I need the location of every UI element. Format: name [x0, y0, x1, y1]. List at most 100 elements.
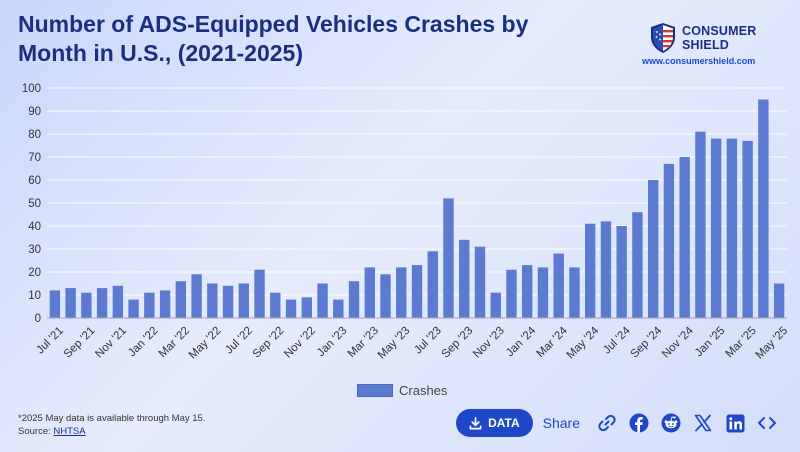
share-label: Share — [542, 415, 580, 431]
bar[interactable]: Jul '23: 29 — [427, 251, 438, 318]
bar[interactable]: Sep '22: 11 — [270, 292, 281, 318]
bar[interactable]: Apr '23: 19 — [380, 274, 391, 318]
bar[interactable]: Dec '23: 21 — [506, 269, 517, 318]
bar[interactable]: Sep '23: 34 — [459, 239, 470, 318]
bar[interactable]: Feb '22: 12 — [159, 290, 171, 318]
x-tick-label: May '22 — [187, 325, 224, 362]
bar[interactable]: Jun '24: 42 — [600, 221, 612, 318]
linkedin-share-button[interactable] — [722, 410, 748, 436]
bar[interactable]: Dec '24: 81 — [695, 131, 706, 318]
bar[interactable]: Aug '21: 13 — [65, 288, 76, 318]
bar[interactable]: Nov '24: 70 — [679, 157, 690, 318]
x-tick-label: Sep '21 — [62, 325, 98, 361]
x-tick-label: Mar '24 — [535, 324, 571, 360]
bar[interactable]: Jan '22: 11 — [144, 292, 155, 318]
bar[interactable]: Dec '22: 15 — [317, 283, 328, 319]
linkedin-icon — [726, 414, 744, 432]
bar[interactable]: May '23: 22 — [396, 267, 407, 318]
x-tick-label: Nov '23 — [471, 325, 507, 361]
y-tick-label: 40 — [28, 221, 41, 233]
bar[interactable]: Apr '24: 22 — [569, 267, 580, 318]
bar-chart: 0 10 20 30 40 50 60 70 80 90 100 Jul '21: 12 Aug '21… — [22, 83, 791, 362]
bar[interactable]: May '25: 15 — [773, 283, 785, 319]
brand-name-line2: SHIELD — [682, 38, 730, 52]
bar[interactable]: Jul '21: 12 — [49, 290, 61, 318]
source-link[interactable]: NHTSA — [53, 426, 86, 437]
x-tick-label: May '24 — [565, 324, 602, 361]
brand-logo[interactable]: CONSUMER SHIELD www.consumershield.com — [642, 20, 780, 70]
bar[interactable]: Oct '23: 31 — [474, 246, 486, 318]
legend-swatch — [357, 384, 393, 397]
y-tick-label: 20 — [28, 267, 41, 279]
x-tick-label: Jan '22 — [126, 325, 160, 359]
footnote: *2025 May data is available through May … — [18, 412, 205, 438]
source-prefix: Source: — [18, 426, 54, 437]
code-embed-icon — [758, 417, 776, 429]
bar[interactable]: Apr '25: 95 — [758, 99, 769, 319]
bar[interactable]: Apr '22: 19 — [191, 274, 202, 318]
x-tick-label: Sep '22 — [251, 325, 287, 361]
brand-url[interactable]: www.consumershield.com — [642, 56, 756, 66]
x-tick-label: May '23 — [376, 325, 413, 362]
x-share-button[interactable] — [690, 410, 716, 436]
y-tick-label: 10 — [28, 290, 41, 302]
bar[interactable]: Mar '22: 16 — [175, 281, 187, 318]
bar[interactable]: Mar '23: 22 — [364, 267, 375, 318]
x-tick-label: May '25 — [754, 325, 791, 362]
bar[interactable]: Oct '22: 8 — [285, 299, 297, 318]
y-tick-label: 100 — [22, 83, 41, 95]
x-tick-label: Jan '23 — [315, 325, 349, 359]
bar[interactable]: Jun '23: 23 — [411, 265, 423, 318]
data-button[interactable]: DATA — [456, 409, 533, 437]
chart-title: Number of ADS-Equipped Vehicles Crashes … — [18, 11, 529, 66]
bar[interactable]: Aug '24: 46 — [632, 212, 643, 318]
bar[interactable]: Oct '21: 13 — [96, 288, 108, 318]
footnote-note: *2025 May data is available through May … — [18, 413, 206, 424]
bar[interactable]: Aug '23: 52 — [443, 198, 454, 318]
y-tick-label: 90 — [28, 106, 41, 118]
reddit-share-button[interactable] — [658, 410, 684, 436]
embed-code-button[interactable] — [754, 410, 780, 436]
bar[interactable]: Dec '21: 8 — [128, 299, 139, 318]
bar[interactable]: Mar '25: 77 — [742, 140, 753, 318]
shield-flag-icon — [651, 23, 675, 53]
bar[interactable]: Jun '22: 14 — [222, 285, 234, 318]
data-button-label: DATA — [488, 416, 520, 430]
x-tick-label: Nov '24 — [660, 324, 696, 360]
bar[interactable]: Jul '24: 40 — [616, 226, 627, 318]
bar[interactable]: Jan '25: 78 — [710, 138, 722, 318]
bar[interactable]: Mar '24: 28 — [553, 253, 564, 318]
bar[interactable]: Jan '24: 23 — [522, 265, 533, 318]
legend-label: Crashes — [399, 383, 448, 398]
bar[interactable]: Sep '24: 60 — [647, 180, 659, 318]
x-tick-label: Nov '22 — [282, 325, 318, 361]
facebook-share-button[interactable] — [626, 410, 652, 436]
bar[interactable]: Jul '22: 15 — [238, 283, 250, 319]
bar[interactable]: Oct '24: 67 — [663, 163, 675, 318]
bar[interactable]: Jan '23: 8 — [333, 299, 344, 318]
bar[interactable]: Nov '21: 14 — [112, 285, 124, 318]
link-share-button[interactable] — [594, 410, 620, 436]
bar[interactable]: Nov '22: 9 — [301, 297, 312, 318]
reddit-icon — [661, 413, 681, 433]
x-tick-label: Jan '25 — [693, 325, 727, 359]
x-tick-label: Mar '23 — [346, 325, 381, 360]
bar[interactable]: Sep '21: 11 — [81, 292, 92, 318]
bar[interactable]: Feb '23: 16 — [348, 281, 360, 318]
x-tick-label: Sep '23 — [440, 325, 476, 361]
download-icon — [469, 416, 482, 429]
y-tick-label: 60 — [28, 175, 41, 187]
bar[interactable]: May '22: 15 — [207, 283, 218, 319]
bar[interactable]: Feb '24: 22 — [537, 267, 549, 318]
bar[interactable]: Aug '22: 21 — [254, 269, 265, 318]
x-tick-label: Sep '24 — [629, 324, 665, 360]
y-tick-label: 80 — [28, 129, 41, 141]
y-tick-label: 70 — [28, 152, 41, 164]
x-tick-label: Nov '21 — [93, 325, 129, 361]
x-tick-label: Jan '24 — [504, 324, 539, 359]
link-icon — [598, 414, 616, 432]
bar[interactable]: May '24: 41 — [584, 223, 596, 318]
x-tick-label: Mar '25 — [723, 325, 758, 360]
bar[interactable]: Feb '25: 78 — [726, 138, 738, 318]
bar[interactable]: Nov '23: 11 — [490, 292, 501, 318]
